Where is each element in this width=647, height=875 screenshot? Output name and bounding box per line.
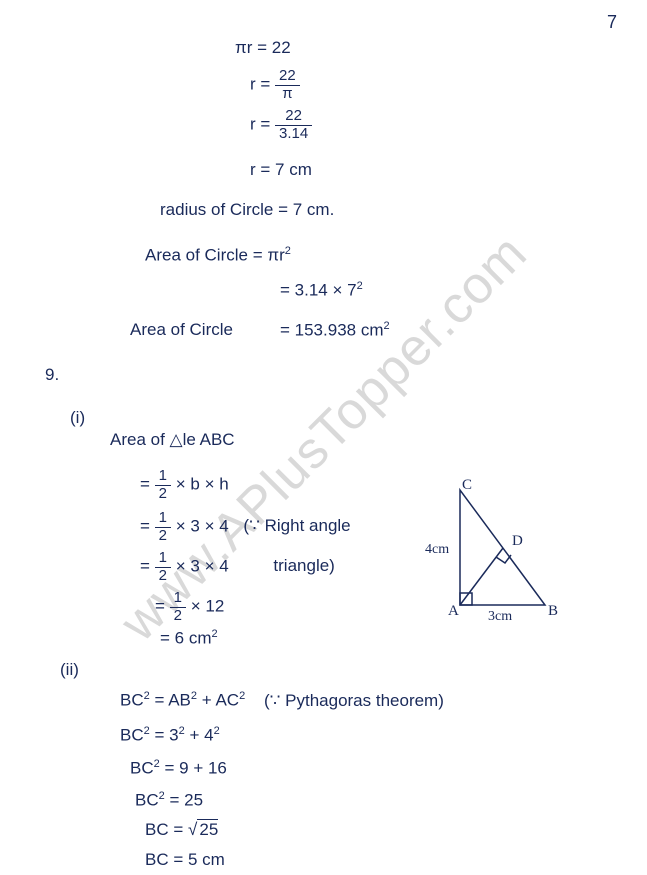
text: =	[140, 556, 150, 575]
numerator: 1	[155, 468, 171, 486]
text: = 3	[154, 726, 178, 745]
text: × 3 × 4	[176, 556, 229, 575]
vertex-b: B	[548, 603, 558, 619]
vertex-c: C	[462, 477, 472, 493]
fraction: 1 2	[155, 468, 171, 502]
text: × 12	[191, 596, 225, 615]
text: BC	[135, 791, 159, 810]
fraction: 22 3.14	[275, 108, 312, 142]
eq-line: Area of Circle = πr2	[145, 245, 291, 266]
part-number: (i)	[70, 408, 85, 428]
eq-line: = 1 2 × 3 × 4 triangle)	[140, 550, 335, 584]
denominator: π	[275, 86, 300, 103]
text: Area of Circle = πr	[145, 246, 285, 265]
eq-line: πr = 22	[235, 38, 291, 58]
fraction: 1 2	[155, 510, 171, 544]
text: = 9 + 16	[164, 759, 226, 778]
superscript: 2	[144, 725, 150, 737]
side-ac-label: 4cm	[425, 542, 449, 557]
eq-line: BC = 5 cm	[145, 850, 225, 870]
text: BC =	[145, 820, 183, 839]
eq-line: Area of Circle	[130, 320, 233, 340]
text: =	[140, 516, 150, 535]
text: = AB	[154, 691, 190, 710]
text: BC	[130, 759, 154, 778]
vertex-a: A	[448, 603, 459, 619]
eq-line: r = 22 3.14	[250, 108, 312, 142]
eq-line: BC = √25	[145, 820, 218, 840]
superscript: 2	[357, 280, 363, 292]
superscript: 2	[384, 320, 390, 332]
numerator: 1	[155, 510, 171, 528]
text: =	[140, 474, 150, 493]
numerator: 22	[275, 68, 300, 86]
numerator: 1	[170, 590, 186, 608]
eq-line: BC2 = 25	[135, 790, 203, 811]
superscript: 2	[191, 690, 197, 702]
text: = 6 cm	[160, 629, 212, 648]
sqrt-symbol: √	[188, 820, 197, 839]
superscript: 2	[179, 725, 185, 737]
text: = 25	[169, 791, 203, 810]
eq-line: r = 22 π	[250, 68, 300, 102]
eq-line: BC2 = 9 + 16	[130, 758, 227, 779]
side-ab-label: 3cm	[488, 609, 512, 624]
text: r =	[250, 74, 270, 93]
denominator: 3.14	[275, 126, 312, 143]
superscript: 2	[154, 758, 160, 770]
eq-line: = 1 2 × 3 × 4 (∵ Right angle	[140, 510, 351, 544]
question-number: 9.	[45, 365, 59, 385]
superscript: 2	[285, 245, 291, 257]
text: BC	[120, 726, 144, 745]
eq-line: = 3.14 × 72	[280, 280, 363, 301]
numerator: 22	[275, 108, 312, 126]
numerator: 1	[155, 550, 171, 568]
eq-line: = 153.938 cm2	[280, 320, 390, 341]
text: =	[155, 596, 165, 615]
fraction: 22 π	[275, 68, 300, 102]
text: + AC	[202, 691, 239, 710]
denominator: 2	[155, 528, 171, 545]
text: × 3 × 4	[176, 516, 229, 535]
text: Area of Circle	[130, 320, 233, 339]
note: triangle)	[273, 556, 334, 575]
eq-line: = 1 2 × b × h	[140, 468, 229, 502]
denominator: 2	[170, 608, 186, 625]
text: × b × h	[176, 474, 229, 493]
triangle-diagram: A B C D 4cm 3cm	[420, 475, 580, 625]
sqrt-value: 25	[197, 819, 218, 839]
eq-line: = 1 2 × 12	[155, 590, 224, 624]
fraction: 1 2	[170, 590, 186, 624]
denominator: 2	[155, 568, 171, 585]
text: r =	[250, 114, 270, 133]
superscript: 2	[159, 790, 165, 802]
text: + 4	[189, 726, 213, 745]
note: (∵ Right angle	[243, 516, 350, 535]
point-d: D	[512, 533, 523, 549]
superscript: 2	[212, 628, 218, 640]
text: BC	[120, 691, 144, 710]
note: (∵ Pythagoras theorem)	[264, 691, 444, 710]
page-number: 7	[607, 12, 617, 33]
denominator: 2	[155, 486, 171, 503]
superscript: 2	[239, 690, 245, 702]
eq-line: = 6 cm2	[160, 628, 218, 649]
fraction: 1 2	[155, 550, 171, 584]
text: = 3.14 × 7	[280, 281, 357, 300]
eq-line: Area of △le ABC	[110, 430, 235, 450]
eq-line: r = 7 cm	[250, 160, 312, 180]
eq-line: radius of Circle = 7 cm.	[160, 200, 334, 220]
part-number: (ii)	[60, 660, 79, 680]
text: = 153.938 cm	[280, 321, 384, 340]
eq-line: BC2 = 32 + 42	[120, 725, 220, 746]
superscript: 2	[214, 725, 220, 737]
eq-line: BC2 = AB2 + AC2 (∵ Pythagoras theorem)	[120, 690, 444, 711]
superscript: 2	[144, 690, 150, 702]
